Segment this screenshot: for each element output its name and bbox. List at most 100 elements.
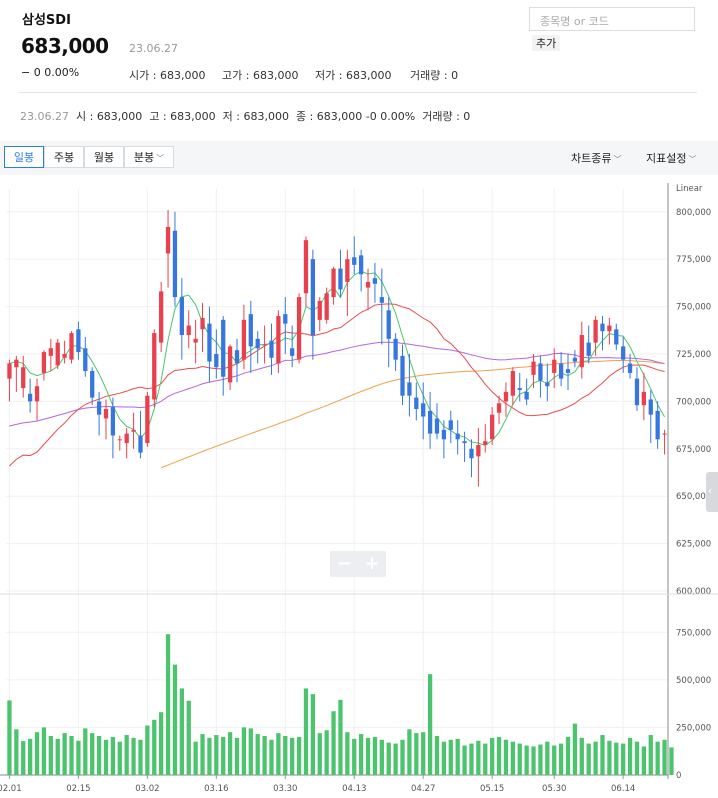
time-tick-label: 02.01: [0, 784, 22, 794]
volume-bar: [414, 733, 419, 775]
volume-bar: [34, 732, 40, 775]
volume-bar: [96, 735, 102, 775]
candle-body: [345, 259, 350, 282]
volume-bar: [634, 741, 640, 775]
zoom-out-button[interactable]: −: [336, 553, 352, 574]
time-tick-label: 04.27: [411, 784, 435, 794]
candle-body: [386, 310, 391, 339]
candle-body: [393, 338, 398, 360]
volume-bar: [593, 741, 598, 775]
summary-line: 23.06.27 시 : 683,000 고 : 683,000 저 : 683…: [20, 110, 471, 123]
volume-bar: [538, 744, 543, 775]
volume-bar: [448, 739, 453, 775]
candle-body: [200, 317, 205, 330]
candle-body: [655, 410, 660, 440]
volume-bar: [41, 727, 47, 775]
candle-body: [324, 293, 329, 320]
candle-body: [503, 391, 509, 402]
candle-body: [407, 382, 412, 396]
candle-body: [55, 342, 60, 366]
volume-bar: [655, 741, 660, 775]
volume-bar: [317, 733, 322, 775]
add-button[interactable]: 추가: [532, 35, 561, 51]
volume-tick-label: 500,000: [676, 676, 711, 686]
volume-bar: [524, 745, 529, 775]
candle-body: [662, 433, 667, 435]
candle-body: [221, 319, 226, 377]
candle-body: [310, 259, 316, 336]
time-tick-label: 02.15: [66, 784, 90, 794]
indicator-menu[interactable]: 지표설정 ﹀: [646, 152, 697, 165]
candle-body: [365, 281, 371, 288]
candle-body: [545, 382, 550, 387]
candle-body: [483, 441, 488, 445]
volume-bar: [138, 739, 143, 775]
price-tick-label: 725,000: [676, 350, 711, 360]
candle-body: [517, 388, 522, 390]
candle-body: [103, 408, 109, 419]
candle-body: [531, 361, 536, 375]
low-price: 저가 : 683,000: [315, 69, 392, 82]
chevron-left-icon: ‹: [708, 484, 713, 497]
volume-bar: [172, 664, 178, 775]
candle-body: [379, 297, 384, 303]
candle-body: [41, 352, 47, 373]
open-price: 시가 : 683,000: [129, 69, 206, 82]
candle-body: [303, 240, 309, 294]
search-input[interactable]: 종목명 or 코드: [529, 7, 695, 31]
volume-bar: [600, 735, 605, 775]
chevron-down-icon: ﹀: [613, 155, 622, 164]
candle-body: [27, 393, 33, 402]
candle-body: [421, 403, 426, 417]
change-sign: −: [21, 66, 31, 79]
volume-bar: [90, 733, 95, 775]
stock-chart[interactable]: 600,000 625,000 650,000 675,000 700,000 725,0…: [0, 183, 718, 798]
volume-bar: [310, 694, 316, 775]
candle-body: [469, 448, 474, 459]
ma60-line: [9, 341, 665, 427]
candle-body: [462, 441, 467, 444]
volume-bar: [131, 737, 136, 775]
volume-bar: [221, 736, 226, 775]
volume-bar: [186, 700, 191, 775]
volume-bar: [331, 711, 336, 775]
volume-bar: [269, 739, 274, 775]
candle-body: [117, 439, 122, 441]
volume-bar: [386, 742, 391, 775]
volume-bar: [55, 738, 60, 775]
tab-daily[interactable]: 일봉: [4, 146, 44, 168]
candle-body: [641, 391, 647, 406]
tab-monthly[interactable]: 월봉: [84, 146, 124, 168]
volume-bar: [345, 732, 350, 775]
candle-body: [579, 335, 584, 368]
candle-body: [276, 316, 281, 364]
tab-weekly[interactable]: 주봉: [44, 146, 84, 168]
candle-body: [538, 363, 543, 381]
side-panel-toggle[interactable]: ‹: [706, 472, 718, 512]
volume-bar: [283, 735, 288, 775]
candle-body: [62, 353, 67, 358]
volume-bar: [572, 723, 578, 775]
volume-bar: [545, 741, 550, 775]
volume-bar: [227, 732, 233, 775]
chart-type-menu[interactable]: 차트종류 ﹀: [571, 152, 622, 165]
zoom-in-button[interactable]: +: [364, 553, 380, 574]
candle-body: [296, 297, 302, 360]
volume-bar: [241, 727, 247, 775]
change-percent: 0.00%: [44, 66, 80, 79]
volume-bar: [62, 733, 67, 775]
volume-bar: [110, 736, 116, 775]
price-tick-label: 700,000: [676, 397, 711, 407]
candle-body: [414, 397, 419, 409]
candle-body: [7, 363, 12, 379]
volume-bar: [352, 738, 357, 775]
current-price: 683,000: [21, 34, 109, 58]
candle-body: [34, 386, 40, 402]
price-tick-label: 800,000: [676, 208, 711, 218]
time-tick-label: 03.30: [273, 784, 297, 794]
volume-bar: [152, 719, 157, 775]
volume-bar: [607, 740, 612, 775]
volume-bar: [462, 745, 467, 775]
tab-minute[interactable]: 분봉 ﹀: [124, 146, 174, 168]
volume-bar: [476, 740, 481, 775]
